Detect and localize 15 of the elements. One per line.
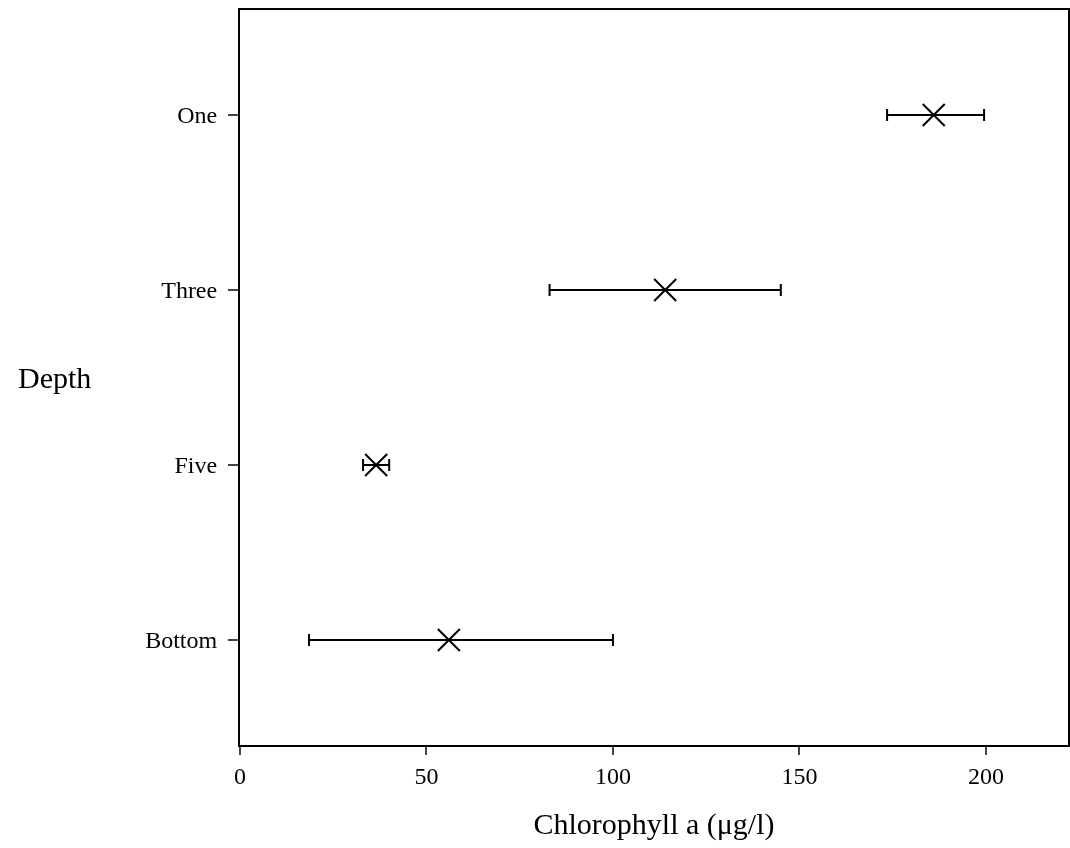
point	[653, 278, 678, 302]
y-tick-label: One	[177, 102, 218, 129]
y-tick-label: Five	[174, 452, 218, 479]
y-tick-label: Three	[161, 277, 218, 304]
y-axis-title: Depth	[18, 361, 92, 394]
y-tick-label: Bottom	[145, 627, 218, 654]
x-tick-label: 100	[594, 762, 631, 789]
point	[364, 453, 389, 477]
point	[436, 628, 461, 652]
x-tick-label: 200	[967, 762, 1004, 789]
x-tick-label: 150	[781, 762, 818, 789]
point	[921, 103, 946, 127]
x-axis-title: Chlorophyll a (μg/l)	[533, 806, 775, 841]
x-tick-label: 50	[414, 762, 439, 789]
x-tick-label: 0	[234, 762, 246, 789]
